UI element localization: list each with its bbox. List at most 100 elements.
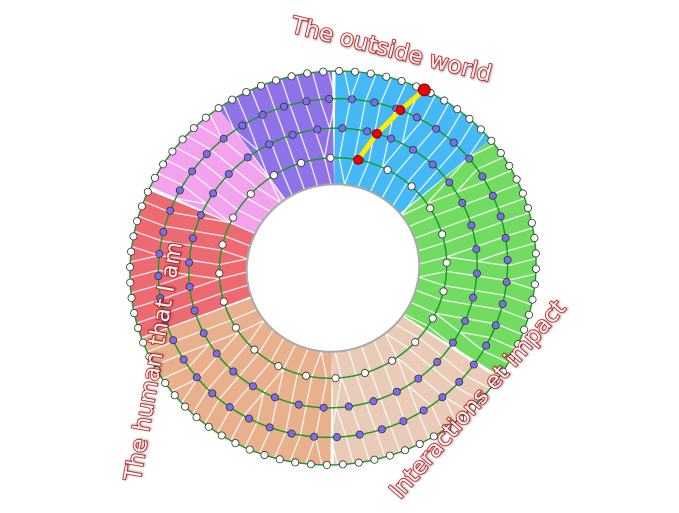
mesh-spoke xyxy=(219,258,248,266)
mesh-spoke xyxy=(365,403,377,432)
edge-node xyxy=(287,72,296,81)
mesh-spoke xyxy=(265,83,276,110)
mesh-spoke xyxy=(349,71,361,100)
mesh-spoke xyxy=(329,98,336,129)
mesh-spoke xyxy=(500,309,528,321)
inner-node xyxy=(188,234,197,243)
edge-node xyxy=(496,148,505,157)
edge-node xyxy=(530,234,539,243)
mesh-spoke xyxy=(455,168,478,193)
edge-node xyxy=(256,81,265,90)
mesh-spoke xyxy=(210,149,235,170)
mesh-spoke xyxy=(355,375,367,404)
mesh-spoke xyxy=(407,385,432,406)
mesh-spoke xyxy=(236,96,249,123)
edge-node xyxy=(260,451,269,460)
edge-node xyxy=(242,88,251,97)
mesh-spoke xyxy=(396,357,421,378)
mesh-spoke xyxy=(393,392,406,421)
mesh-spoke xyxy=(296,74,306,102)
mesh-spoke xyxy=(311,350,323,378)
mesh-spoke xyxy=(188,274,220,280)
edge-node xyxy=(192,413,201,422)
mesh-spoke xyxy=(192,292,222,305)
edge-node xyxy=(130,309,139,318)
mesh-spoke xyxy=(435,312,467,320)
inner-node xyxy=(154,272,163,281)
edge-node xyxy=(366,69,375,78)
mesh-spoke xyxy=(199,216,231,224)
inner-node xyxy=(377,425,386,434)
inner-node xyxy=(196,211,205,220)
mesh-spoke xyxy=(284,137,297,166)
mesh-spoke xyxy=(506,273,536,282)
mesh-spoke xyxy=(222,104,236,131)
mesh-spoke xyxy=(256,187,282,204)
edge-node xyxy=(351,67,360,76)
mesh-spoke xyxy=(258,329,274,354)
mesh-spoke xyxy=(129,269,159,279)
mesh-spoke xyxy=(334,351,343,378)
mesh-spoke xyxy=(289,434,302,462)
edge-node xyxy=(275,455,284,464)
mesh-spoke xyxy=(505,227,534,238)
inner-node xyxy=(156,294,165,303)
mesh-spoke xyxy=(157,172,184,186)
mesh-spoke xyxy=(180,343,210,356)
mesh-spoke xyxy=(153,353,181,367)
mesh-spoke xyxy=(189,259,220,266)
highlighted-path xyxy=(355,87,427,163)
inner-node xyxy=(166,206,175,215)
mesh-spoke xyxy=(231,308,258,321)
edge-node xyxy=(397,76,406,85)
mesh-spoke xyxy=(417,169,439,193)
mesh-spoke xyxy=(280,78,291,106)
edge-node xyxy=(326,153,335,162)
edge-node xyxy=(217,431,226,440)
mesh-spoke xyxy=(136,313,164,324)
mesh-spoke xyxy=(314,129,326,159)
mesh-spoke xyxy=(185,135,212,151)
mesh-spoke xyxy=(345,436,355,464)
inner-node xyxy=(491,321,500,330)
path-node xyxy=(395,105,406,116)
edge-node xyxy=(429,432,438,441)
mesh-spoke xyxy=(237,209,263,223)
mesh-spoke xyxy=(360,346,372,372)
inner-node xyxy=(280,102,289,111)
edge-node xyxy=(338,460,347,469)
mesh-spoke xyxy=(207,366,229,390)
mesh-spoke xyxy=(457,121,474,148)
mesh-spoke xyxy=(465,318,497,325)
mesh-spoke xyxy=(446,256,478,262)
mesh-spoke xyxy=(359,100,367,131)
mesh-spoke xyxy=(335,377,343,408)
mesh-spoke xyxy=(134,230,162,242)
mesh-spoke xyxy=(273,431,287,459)
edge-node xyxy=(489,380,498,389)
mesh-spoke xyxy=(364,74,377,102)
mesh-spoke xyxy=(394,150,416,175)
inner-node xyxy=(310,432,319,441)
mesh-spoke xyxy=(270,337,285,363)
edge-node xyxy=(150,173,159,182)
edge-node xyxy=(524,310,533,319)
inner-node xyxy=(229,367,238,376)
mesh-spoke xyxy=(245,158,270,179)
mesh-spoke xyxy=(230,384,252,409)
mesh-spoke xyxy=(482,350,509,364)
mesh-spoke xyxy=(270,142,283,172)
mesh-spoke xyxy=(388,107,396,138)
edge-node xyxy=(411,338,420,347)
edge-node xyxy=(250,345,259,354)
mesh-spoke xyxy=(446,111,462,138)
inner-node xyxy=(482,341,491,350)
mesh-spoke xyxy=(230,415,245,441)
inner-node xyxy=(212,349,221,358)
mesh-spoke xyxy=(285,402,293,433)
edge-node xyxy=(218,240,227,249)
inner-node xyxy=(501,233,510,242)
edge-node xyxy=(189,124,198,133)
edge-node xyxy=(272,76,281,85)
mesh-spoke xyxy=(234,130,259,151)
